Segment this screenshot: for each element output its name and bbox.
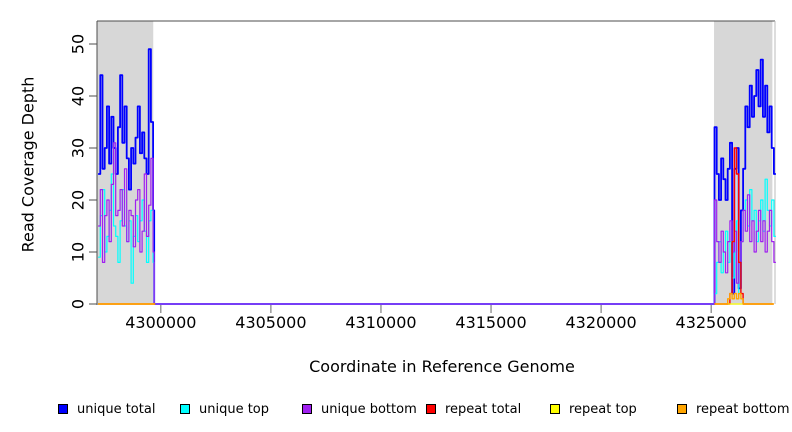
- legend-label: unique top: [199, 401, 270, 417]
- series-line-repeat-bottom: [714, 292, 774, 305]
- repeat-region-shading: [97, 21, 154, 305]
- legend-swatch-repeat-total: [426, 404, 436, 414]
- legend-label: unique bottom: [321, 401, 417, 417]
- x-axis-title: Coordinate in Reference Genome: [309, 357, 575, 376]
- legend-label: unique total: [77, 401, 156, 417]
- x-tick-label: 4305000: [235, 313, 306, 332]
- y-tick-label: 30: [69, 138, 88, 158]
- x-tick-label: 4300000: [125, 313, 196, 332]
- x-tick-label: 4310000: [345, 313, 416, 332]
- legend-label: repeat total: [445, 401, 522, 417]
- legend-swatch-unique-bottom: [302, 404, 312, 414]
- x-tick-label: 4320000: [565, 313, 636, 332]
- legend-swatch-unique-total: [58, 404, 68, 414]
- legend-item-unique-bottom: unique bottom: [302, 398, 417, 420]
- legend-swatch-repeat-top: [550, 404, 560, 414]
- y-tick-label: 0: [69, 299, 88, 309]
- x-tick-label: 4325000: [676, 313, 747, 332]
- y-axis-title: Read Coverage Depth: [18, 76, 38, 253]
- legend-item-unique-top: unique top: [180, 398, 269, 420]
- legend-item-unique-total: unique total: [58, 398, 155, 420]
- legend-swatch-unique-top: [180, 404, 190, 414]
- legend-item-repeat-bottom: repeat bottom: [677, 398, 790, 420]
- y-tick-label: 40: [69, 86, 88, 106]
- legend-label: repeat top: [569, 401, 637, 417]
- x-tick-label: 4315000: [455, 313, 526, 332]
- legend-label: repeat bottom: [696, 401, 790, 417]
- legend-item-repeat-top: repeat top: [550, 398, 637, 420]
- legend-item-repeat-total: repeat total: [426, 398, 521, 420]
- chart-legend: unique total unique top unique bottom repea…: [0, 398, 792, 422]
- series-line-unique-bottom: [98, 142, 776, 305]
- y-tick-label: 10: [69, 242, 88, 262]
- series-line-unique-top: [98, 173, 776, 305]
- y-tick-label: 50: [69, 34, 88, 54]
- y-tick-label: 20: [69, 190, 88, 210]
- series-line-unique-total: [98, 48, 776, 305]
- legend-swatch-repeat-bottom: [677, 404, 687, 414]
